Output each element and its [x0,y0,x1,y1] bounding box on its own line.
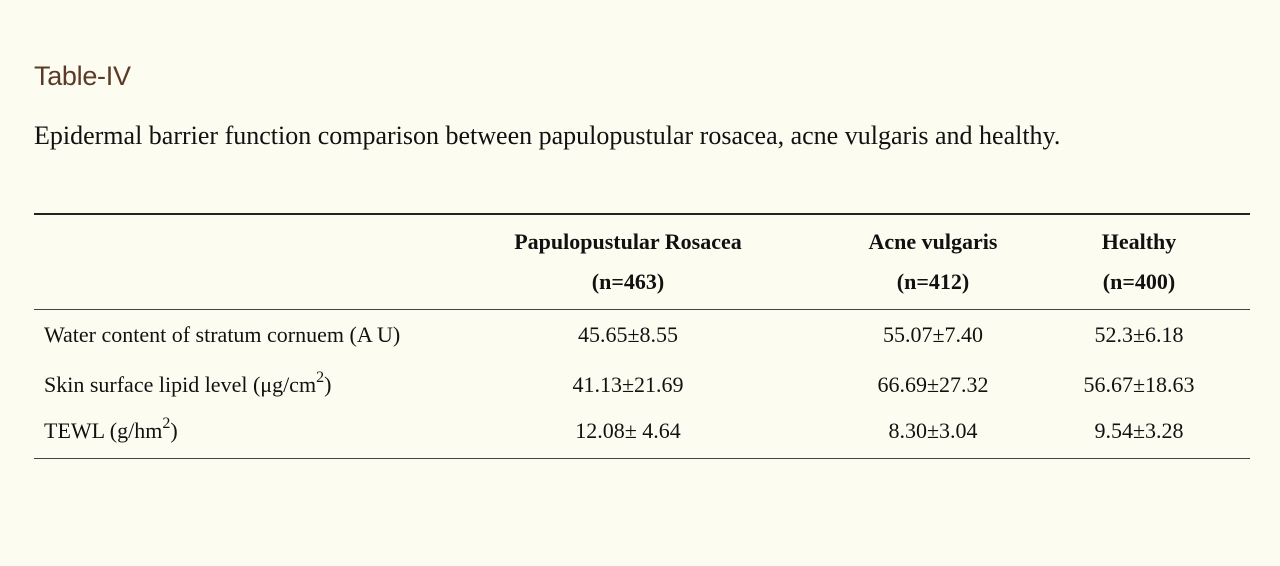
header-acne-name: Acne vulgaris [868,229,998,254]
header-cell-acne: Acne vulgaris (n=412) [838,214,1028,310]
cell-acne-value: 8.30±3.04 [888,418,978,443]
header-rosacea-name: Papulopustular Rosacea [514,229,742,254]
table-row: TEWL (g/hm2) 12.08± 4.64 8.30±3.04 9.54±… [34,406,1250,459]
header-cell-rosacea: Papulopustular Rosacea (n=463) [418,214,838,310]
header-cell-empty [34,214,418,310]
cell-healthy-value: 56.67±18.63 [1083,372,1195,397]
table-header: Papulopustular Rosacea (n=463) Acne vulg… [34,214,1250,310]
header-healthy-n: (n=400) [1102,269,1176,294]
row-label-lipid-level: Skin surface lipid level (μg/cm2) [44,369,332,398]
table-title: Table-IV [34,61,131,91]
cell-rosacea-value: 45.65±8.55 [577,322,679,347]
row-label-tewl: TEWL (g/hm2) [44,415,178,444]
table-row: Skin surface lipid level (μg/cm2) 41.13±… [34,358,1250,406]
table-caption: Epidermal barrier function comparison be… [34,121,1061,150]
cell-healthy-value: 9.54±3.28 [1094,418,1184,443]
cell-rosacea-value: 12.08± 4.64 [575,418,681,443]
header-rosacea-n: (n=463) [591,269,665,294]
table-body: Water content of stratum cornuem (A U) 4… [34,310,1250,459]
row-label-water-content: Water content of stratum cornuem (A U) [44,322,401,347]
header-healthy-name: Healthy [1101,229,1177,254]
cell-acne-value: 66.69±27.32 [877,372,989,397]
header-cell-healthy: Healthy (n=400) [1028,214,1250,310]
cell-rosacea-value: 41.13±21.69 [572,372,684,397]
cell-acne-value: 55.07±7.40 [882,322,984,347]
header-acne-n: (n=412) [896,269,970,294]
table-row: Water content of stratum cornuem (A U) 4… [34,310,1250,359]
cell-healthy-value: 52.3±6.18 [1094,322,1184,347]
header-row: Papulopustular Rosacea (n=463) Acne vulg… [34,214,1250,310]
data-table: Papulopustular Rosacea (n=463) Acne vulg… [34,213,1250,459]
